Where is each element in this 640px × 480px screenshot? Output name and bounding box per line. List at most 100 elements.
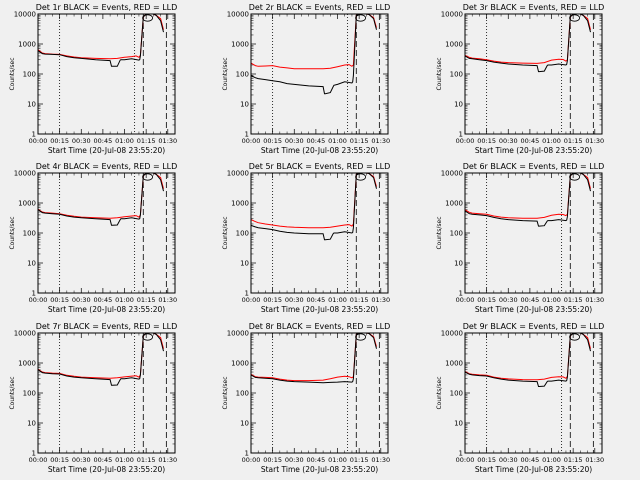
x-tick-label: 00:00: [29, 137, 48, 145]
x-tick-label: 00:45: [94, 296, 113, 304]
y-tick-label: 10000: [441, 330, 463, 338]
peak-marker: [142, 333, 154, 341]
chart-title: Det 8r BLACK = Events, RED = LLD: [249, 322, 391, 331]
x-tick-label: 00:00: [242, 137, 261, 145]
x-tick-label: 00:45: [521, 296, 540, 304]
y-tick-label: 10: [240, 260, 249, 268]
x-tick-label: 01:15: [350, 456, 369, 464]
x-tick-label: 00:15: [477, 456, 496, 464]
x-tick-label: 00:30: [499, 296, 518, 304]
y-tick-label: 100: [23, 71, 36, 79]
x-tick-label: 01:00: [542, 456, 561, 464]
x-axis-label: Start Time (20-Jul-08 23:55:20): [48, 465, 165, 474]
y-tick-label: 100: [236, 230, 249, 238]
y-axis-label: Counts/sec: [222, 376, 229, 409]
y-tick-label: 1000: [445, 41, 463, 49]
x-tick-label: 01:30: [371, 296, 390, 304]
chart-panel-3: Det 3r BLACK = Events, RED = LLD Counts/s…: [436, 3, 604, 155]
y-tick-label: 10000: [14, 11, 36, 19]
chart-title: Det 5r BLACK = Events, RED = LLD: [249, 162, 391, 171]
x-tick-label: 01:15: [350, 137, 369, 145]
chart-title: Det 6r BLACK = Events, RED = LLD: [463, 162, 605, 171]
series-group: [465, 14, 591, 73]
x-tick-label: 01:00: [542, 137, 561, 145]
x-tick-label: 01:30: [158, 296, 177, 304]
series-group: [38, 173, 164, 226]
plot-frame: [37, 172, 176, 294]
peak-marker: [355, 333, 367, 341]
y-tick-label: 1000: [18, 200, 36, 208]
peak-marker: [355, 173, 367, 181]
x-tick-label: 00:30: [499, 137, 518, 145]
plot-frame: [37, 332, 176, 454]
y-tick-label: 100: [450, 71, 463, 79]
y-tick-label: 10: [240, 420, 249, 428]
y-tick-label: 10: [27, 260, 36, 268]
y-tick-label: 100: [236, 390, 249, 398]
y-tick-label: 10: [27, 101, 36, 109]
x-tick-label: 01:00: [115, 296, 134, 304]
peak-marker: [569, 173, 580, 181]
peak-marker: [142, 14, 154, 22]
y-tick-label: 1: [245, 450, 249, 458]
events-series-line: [465, 14, 591, 73]
x-tick-label: 00:15: [477, 137, 496, 145]
x-tick-label: 01:00: [115, 137, 134, 145]
x-tick-label: 00:30: [72, 137, 91, 145]
series-group: [38, 333, 164, 386]
y-tick-label: 1000: [231, 200, 249, 208]
lld-series-line: [465, 14, 591, 64]
peak-marker: [569, 14, 580, 22]
x-tick-label: 00:15: [50, 456, 69, 464]
plot-frame: [250, 13, 389, 135]
y-axis-label: Counts/sec: [9, 376, 16, 409]
x-tick-label: 00:45: [521, 456, 540, 464]
x-tick-label: 00:15: [50, 137, 69, 145]
y-tick-label: 1: [459, 131, 463, 139]
chart-panel-5: Det 5r BLACK = Events, RED = LLD Counts/s…: [222, 162, 390, 314]
y-tick-label: 10000: [227, 11, 249, 19]
x-tick-label: 00:00: [29, 296, 48, 304]
x-tick-label: 00:45: [94, 137, 113, 145]
peak-marker: [355, 14, 367, 22]
y-tick-label: 10000: [14, 170, 36, 178]
events-series-line: [251, 14, 377, 95]
x-tick-label: 00:15: [50, 296, 69, 304]
x-tick-label: 00:00: [242, 296, 261, 304]
y-tick-label: 1: [32, 450, 36, 458]
y-tick-label: 100: [236, 71, 249, 79]
events-series-line: [251, 333, 377, 384]
y-axis-label: Counts/sec: [436, 57, 443, 90]
chart-title: Det 7r BLACK = Events, RED = LLD: [36, 322, 178, 331]
x-tick-label: 00:15: [263, 137, 282, 145]
chart-panel-1: Det 1r BLACK = Events, RED = LLD Counts/s…: [9, 3, 177, 155]
x-tick-label: 00:30: [72, 456, 91, 464]
x-tick-label: 00:00: [456, 296, 475, 304]
x-tick-label: 01:00: [115, 456, 134, 464]
series-group: [251, 14, 377, 95]
x-tick-label: 00:00: [29, 456, 48, 464]
events-series-line: [38, 333, 164, 386]
y-tick-label: 1000: [231, 360, 249, 368]
x-tick-label: 00:30: [285, 137, 304, 145]
peak-marker: [569, 333, 580, 341]
x-tick-label: 00:15: [263, 456, 282, 464]
x-tick-label: 01:15: [137, 296, 156, 304]
plot-frame: [464, 13, 603, 135]
y-tick-label: 1000: [445, 360, 463, 368]
lld-series-line: [465, 173, 591, 219]
events-series-line: [251, 173, 377, 241]
x-axis-label: Start Time (20-Jul-08 23:55:20): [48, 305, 165, 314]
lld-series-line: [251, 173, 377, 229]
x-axis-label: Start Time (20-Jul-08 23:55:20): [261, 465, 378, 474]
x-tick-label: 00:45: [307, 296, 326, 304]
x-tick-label: 01:30: [371, 137, 390, 145]
y-tick-label: 10: [454, 260, 463, 268]
plot-frame: [464, 332, 603, 454]
x-tick-label: 01:30: [585, 137, 604, 145]
lld-series-line: [251, 14, 377, 70]
x-axis-label: Start Time (20-Jul-08 23:55:20): [48, 146, 165, 155]
x-tick-label: 00:00: [456, 456, 475, 464]
x-tick-label: 01:30: [371, 456, 390, 464]
x-tick-label: 00:45: [521, 137, 540, 145]
